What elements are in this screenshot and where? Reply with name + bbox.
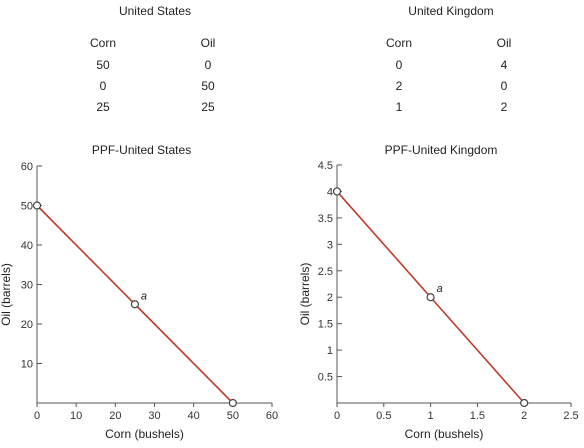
y-tick-label: 3 <box>327 239 333 251</box>
y-tick-label: 50 <box>21 201 33 213</box>
x-axis-label: Corn (bushels) <box>405 427 484 441</box>
x-tick-label: 0.5 <box>376 410 391 422</box>
x-tick-label: 30 <box>148 410 160 422</box>
x-tick-label: 60 <box>266 410 278 422</box>
y-tick-label: 1 <box>327 345 333 357</box>
y-tick-label: 1.5 <box>318 319 333 331</box>
y-tick-label: 4 <box>327 186 333 198</box>
uk-cell: 2 <box>395 79 403 93</box>
data-point <box>332 187 342 196</box>
x-tick-label: 50 <box>227 410 239 422</box>
x-tick-label: 10 <box>70 410 82 422</box>
chart-title: PPF-United Kingdom <box>385 143 498 157</box>
x-tick-label: 40 <box>188 410 200 422</box>
us-header-oil: Oil <box>200 36 216 50</box>
y-tick-label: 40 <box>21 240 33 252</box>
x-tick-label: 0 <box>334 410 340 422</box>
x-axis-label: Corn (bushels) <box>105 427 184 441</box>
chart-title: PPF-United States <box>92 143 191 157</box>
uk-cell: 1 <box>395 100 403 114</box>
data-point <box>426 293 435 302</box>
x-tick-label: 20 <box>109 410 121 422</box>
us-cell: 0 <box>204 58 212 72</box>
y-axis-label: Oil (barrels) <box>0 263 13 326</box>
y-tick-label: 10 <box>21 359 33 371</box>
data-point <box>228 398 237 408</box>
y-tick-label: 0.5 <box>318 372 333 384</box>
x-tick-label: 0 <box>34 410 40 422</box>
uk-cell: 2 <box>500 100 508 114</box>
y-tick-label: 3.5 <box>318 213 333 225</box>
point-label: a <box>437 283 443 295</box>
uk-table-title: United Kingdom <box>408 4 494 18</box>
data-point <box>520 398 529 408</box>
y-tick-label: 4.5 <box>318 160 333 172</box>
y-tick-label: 20 <box>21 319 33 331</box>
us-cell: 25 <box>96 100 110 114</box>
us-cell: 0 <box>99 79 107 93</box>
data-point <box>32 201 42 210</box>
uk-header-oil: Oil <box>496 36 512 50</box>
x-tick-label: 1 <box>428 410 434 422</box>
point-label: a <box>141 290 147 302</box>
x-tick-label: 2.5 <box>563 410 578 422</box>
uk-cell: 0 <box>395 58 403 72</box>
x-tick-label: 2 <box>521 410 527 422</box>
uk-cell: 4 <box>500 58 508 72</box>
data-point <box>130 300 140 309</box>
us-cell: 50 <box>201 79 215 93</box>
us-header-corn: Corn <box>89 36 116 50</box>
y-tick-label: 30 <box>21 280 33 292</box>
uk-header-corn: Corn <box>385 36 412 50</box>
uk-table: United Kingdom Corn Oil 0 4 2 0 1 2 <box>366 4 536 114</box>
y-tick-label: 60 <box>21 161 33 173</box>
us-cell: 25 <box>201 100 215 114</box>
y-tick-label: 2 <box>327 292 333 304</box>
x-tick-label: 1.5 <box>470 410 485 422</box>
us-table: United States Corn Oil 50 0 0 50 25 25 <box>70 4 240 114</box>
y-axis-label: Oil (barrels) <box>298 263 312 326</box>
y-tick-label: 2.5 <box>318 266 333 278</box>
uk-cell: 0 <box>500 79 508 93</box>
us-table-title: United States <box>118 4 192 18</box>
us-cell: 50 <box>96 58 110 72</box>
